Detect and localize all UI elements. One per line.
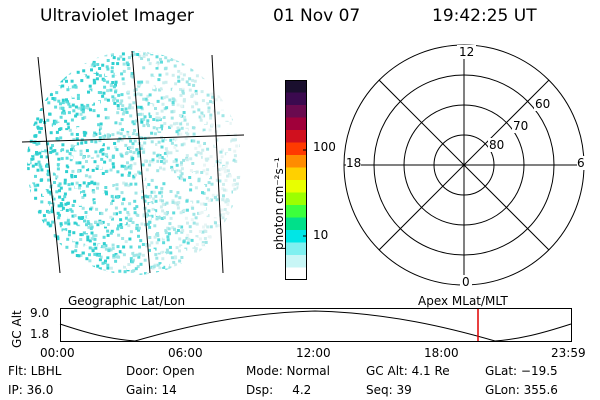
colorbar-stripe (285, 130, 307, 143)
colorbar-stripe (285, 142, 307, 156)
gain-info: Gain: 14 (126, 383, 177, 397)
apex-polar-plot (343, 44, 585, 286)
altitude-tick-high: 9.0 (30, 306, 50, 320)
mlt-label-6: 6 (577, 156, 585, 170)
colorbar-stripe (285, 255, 307, 268)
colorbar-stripe (285, 117, 307, 131)
altitude-axis-label: GC Alt (10, 310, 24, 348)
door-info: Door: Open (126, 364, 195, 378)
colorbar-stripe (285, 217, 307, 231)
colorbar-stripe (285, 105, 307, 118)
geo-longitude-info: GLon: 355.6 (485, 383, 558, 397)
mode-info: Mode: Normal (246, 364, 330, 378)
lat-lon-grid (21, 50, 245, 274)
colorbar-stripe (285, 242, 307, 256)
colorbar (285, 80, 307, 281)
mlt-label-18: 18 (346, 156, 362, 170)
colorbar-stripe (285, 155, 307, 168)
apex-panel-label: Apex MLat/MLT (418, 294, 508, 308)
geographic-panel-label: Geographic Lat/Lon (68, 294, 186, 308)
altitude-tick-low: 1.8 (30, 327, 50, 341)
colorbar-tick-100: 100 (313, 140, 336, 154)
colorbar-stripe (285, 267, 307, 281)
time-tick-1800: 18:00 (424, 346, 459, 360)
time-tick-1200: 12:00 (296, 346, 331, 360)
colorbar-stripe (285, 80, 307, 93)
mlat-label-80: 80 (488, 138, 506, 152)
mlt-label-0: 0 (460, 275, 472, 289)
time-tick-2359: 23:59 (551, 346, 586, 360)
altitude-plot (59, 308, 572, 342)
dsp-info: Dsp: 4.2 (246, 383, 312, 397)
ip-info: IP: 36.0 (8, 383, 54, 397)
sequence-info: Seq: 39 (366, 383, 412, 397)
observation-time: 19:42:25 UT (432, 6, 537, 26)
time-tick-0600: 06:00 (168, 346, 203, 360)
colorbar-stripe (285, 205, 307, 218)
colorbar-tick-10: 10 (313, 228, 329, 242)
colorbar-stripe (285, 180, 307, 193)
time-tick-0000: 00:00 (40, 346, 75, 360)
mlat-label-70: 70 (512, 119, 530, 133)
colorbar-stripe (285, 230, 307, 243)
observation-date: 01 Nov 07 (273, 6, 361, 26)
colorbar-stripe (285, 167, 307, 181)
gc-altitude-info: GC Alt: 4.1 Re (366, 364, 450, 378)
geographic-image (21, 50, 245, 275)
mlt-label-12: 12 (457, 45, 477, 59)
colorbar-stripe (285, 192, 307, 206)
filter-info: Flt: LBHL (8, 364, 62, 378)
mlat-label-60: 60 (534, 97, 552, 111)
geo-latitude-info: GLat: −19.5 (485, 364, 558, 378)
colorbar-stripe (285, 92, 307, 106)
instrument-title: Ultraviolet Imager (40, 6, 194, 26)
colorbar-unit-label: photon cm⁻²s⁻¹ (272, 157, 286, 250)
